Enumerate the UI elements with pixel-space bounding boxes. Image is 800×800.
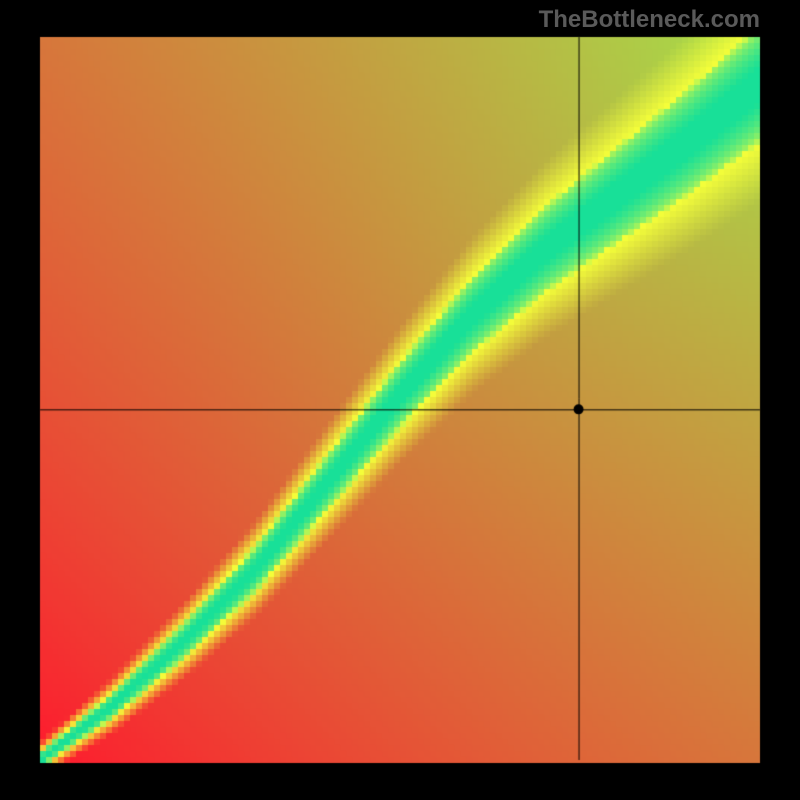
watermark-text: TheBottleneck.com [539,6,760,34]
crosshair-overlay [0,0,800,800]
chart-container: { "canvas": { "width": 800, "height": 80… [0,0,800,800]
